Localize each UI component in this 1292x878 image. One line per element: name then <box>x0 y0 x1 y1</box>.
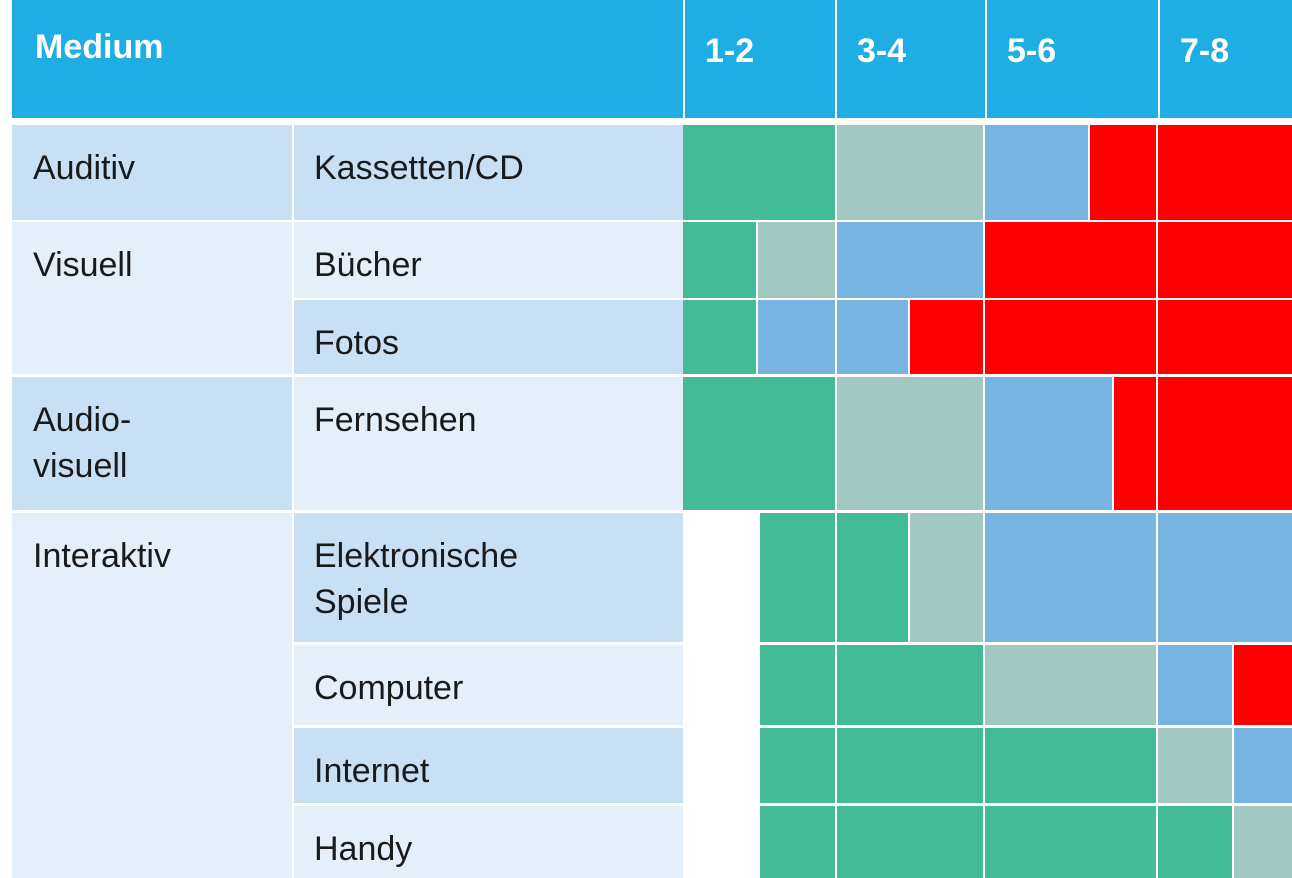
age-segment <box>985 513 1156 642</box>
age-segment <box>985 300 1156 374</box>
group-label: Auditiv <box>33 149 136 187</box>
age-segment <box>985 645 1156 725</box>
age-segment <box>758 300 835 374</box>
age-segment <box>1158 728 1232 803</box>
medium-cell <box>294 300 683 374</box>
medium-label: Kassetten/CD <box>314 149 524 187</box>
age-segment <box>683 125 835 220</box>
age-segment <box>758 222 835 298</box>
age-segment <box>683 377 835 510</box>
header-divider <box>683 0 685 118</box>
age-segment <box>760 513 835 642</box>
age-segment <box>837 377 983 510</box>
age-segment <box>1114 377 1156 510</box>
age-segment <box>1158 125 1292 220</box>
age-segment <box>1090 125 1156 220</box>
medium-cell <box>294 728 683 803</box>
age-segment <box>837 513 908 642</box>
header-divider <box>1158 0 1160 118</box>
age-segment <box>1158 806 1232 878</box>
age-segment <box>985 806 1156 878</box>
age-segment <box>1158 377 1292 510</box>
medium-label: Internet <box>314 752 430 790</box>
age-segment <box>837 806 983 878</box>
group-label: Audio- visuell <box>33 401 132 485</box>
age-segment <box>1158 645 1232 725</box>
age-segment <box>837 645 983 725</box>
age-segment <box>1158 300 1292 374</box>
age-segment <box>910 513 983 642</box>
age-segment <box>1158 222 1292 298</box>
age-segment <box>837 222 983 298</box>
age-segment <box>683 222 756 298</box>
age-segment <box>1234 728 1292 803</box>
medium-cell <box>294 222 683 298</box>
age-segment <box>910 300 983 374</box>
group-cell <box>12 513 292 878</box>
age-segment <box>1234 645 1292 725</box>
medium-label: Bücher <box>314 246 422 284</box>
age-segment <box>760 806 835 878</box>
header-divider <box>985 0 987 118</box>
medium-cell <box>294 645 683 725</box>
medium-label: Handy <box>314 830 413 868</box>
medium-label: Fernsehen <box>314 401 477 439</box>
medium-cell <box>294 513 683 642</box>
medium-label: Fotos <box>314 324 400 362</box>
age-segment <box>837 300 908 374</box>
header-age: 3-4 <box>857 32 907 70</box>
header-divider <box>835 0 837 118</box>
medium-cell <box>294 377 683 510</box>
age-segment <box>985 728 1156 803</box>
group-cell <box>12 377 292 510</box>
medium-cell <box>294 806 683 878</box>
header-age: 7-8 <box>1180 32 1230 70</box>
age-segment <box>985 222 1156 298</box>
age-segment <box>683 300 756 374</box>
age-segment <box>837 728 983 803</box>
group-label: Visuell <box>33 246 133 284</box>
header-medium: Medium <box>35 28 164 66</box>
medium-label: Computer <box>314 669 464 707</box>
group-cell <box>12 222 292 374</box>
medium-label: Elektronische Spiele <box>314 537 519 621</box>
age-segment <box>1234 806 1292 878</box>
age-segment <box>760 728 835 803</box>
age-segment <box>985 377 1112 510</box>
group-cell <box>12 125 292 220</box>
age-segment <box>837 125 983 220</box>
medium-cell <box>294 125 683 220</box>
header-bar <box>12 0 1292 118</box>
header-age: 1-2 <box>705 32 755 70</box>
age-segment <box>985 125 1088 220</box>
group-label: Interaktiv <box>33 537 171 575</box>
age-segment <box>760 645 835 725</box>
header-age: 5-6 <box>1007 32 1057 70</box>
age-segment <box>1158 513 1292 642</box>
